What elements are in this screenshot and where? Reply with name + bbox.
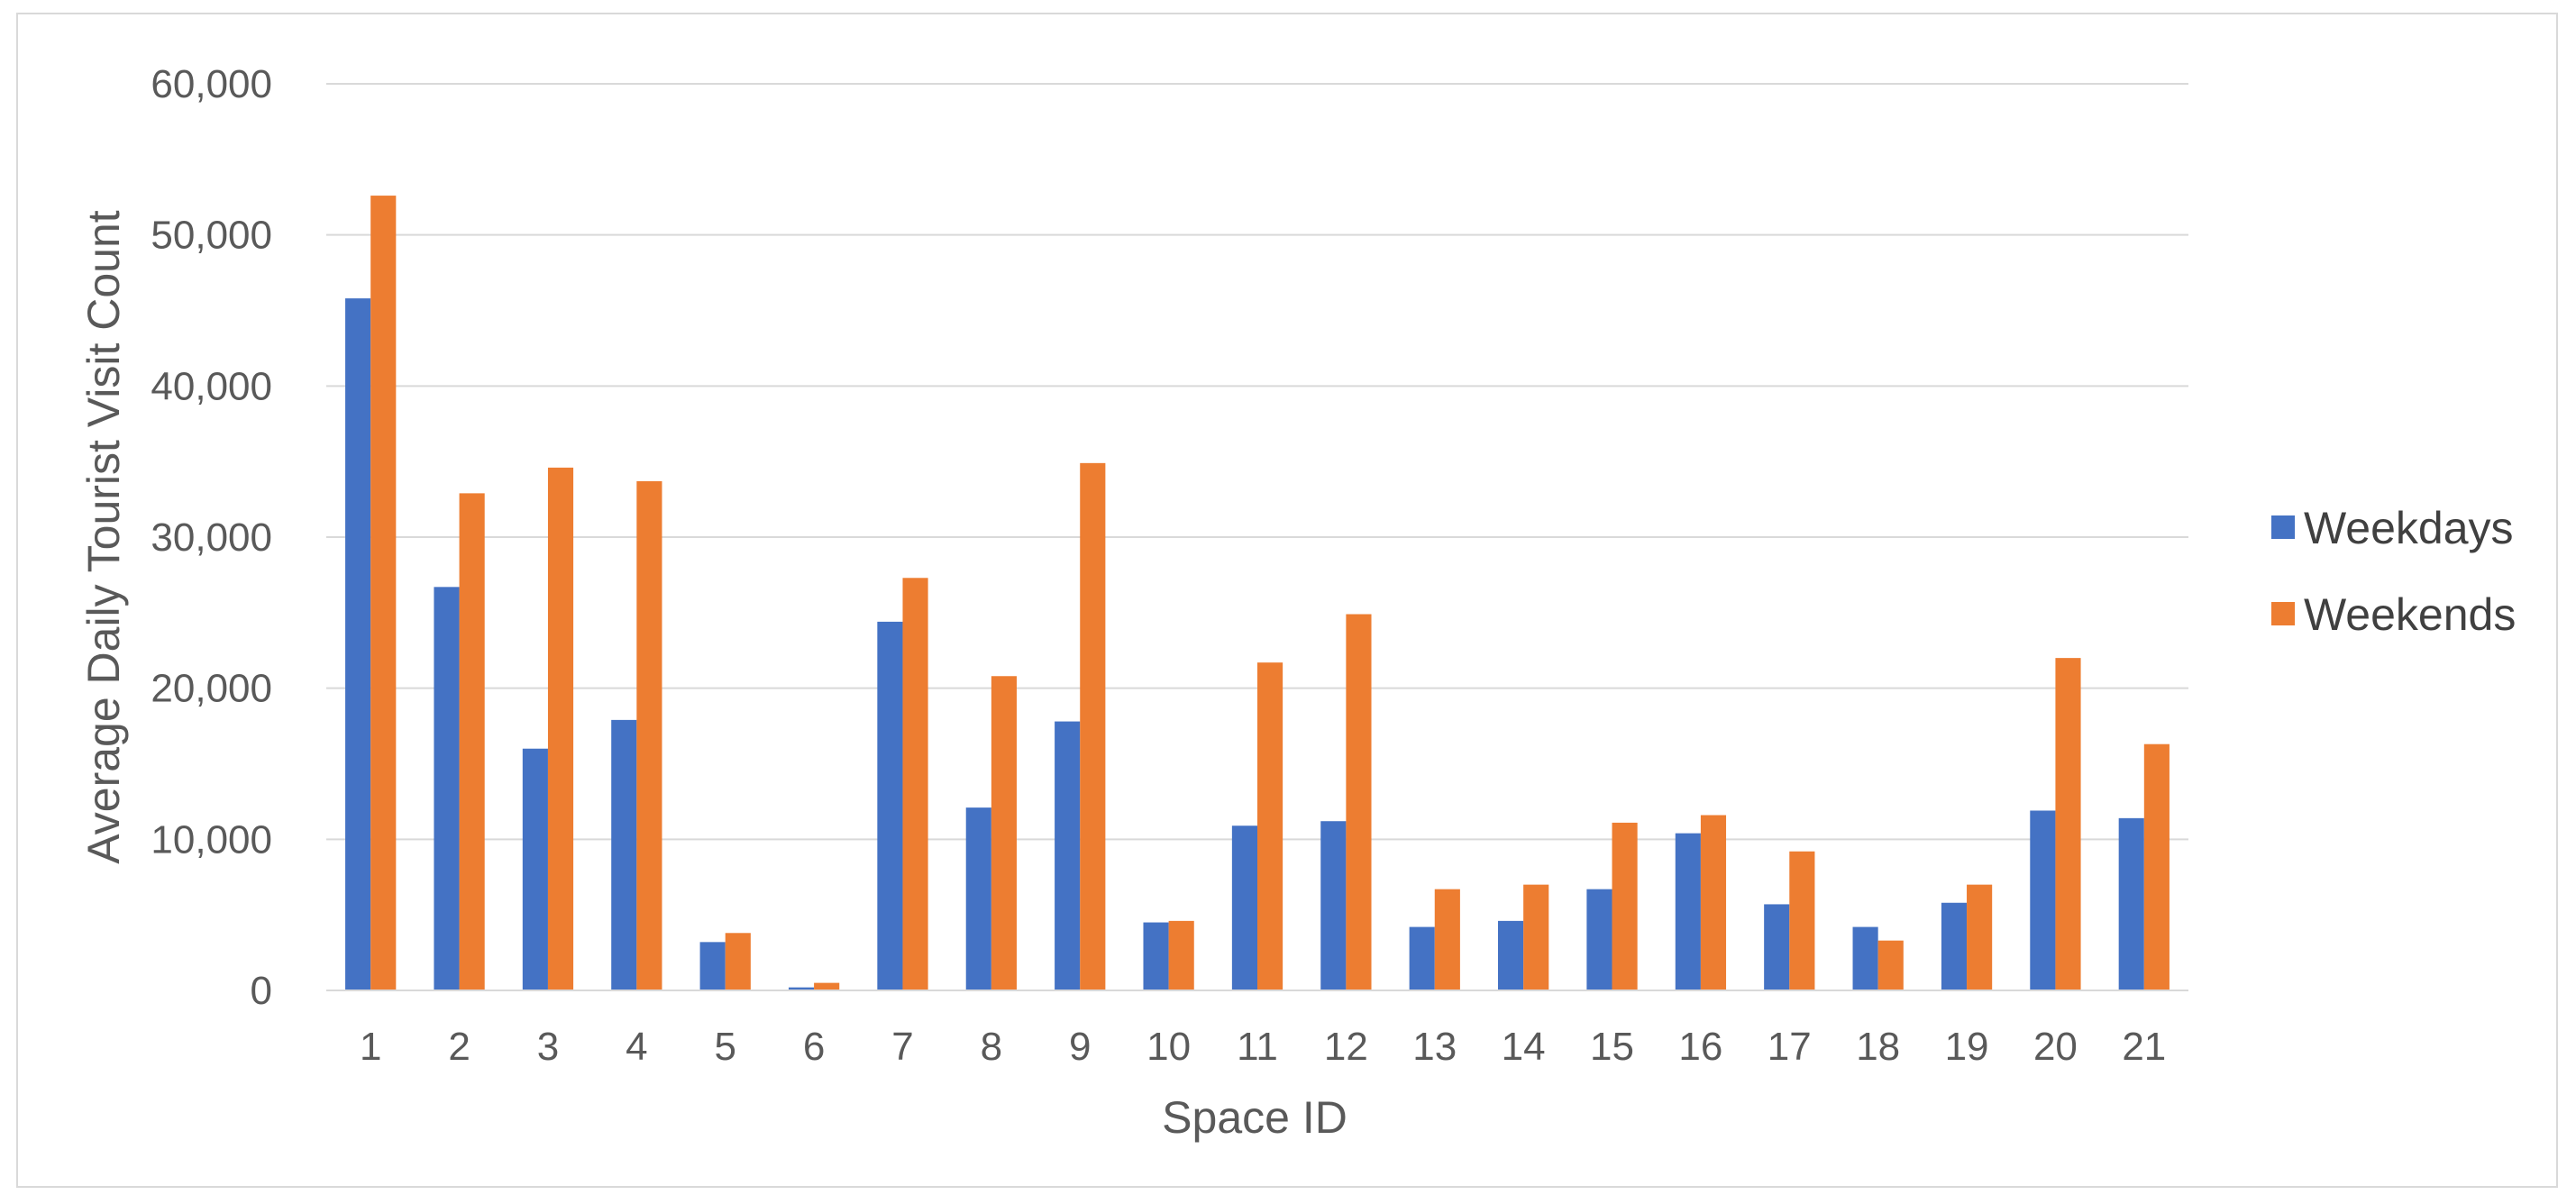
y-axis-title: Average Daily Tourist Visit Count xyxy=(78,210,129,863)
bar-weekends-9 xyxy=(1080,462,1106,990)
bar-weekends-15 xyxy=(1612,822,1638,990)
y-tick-label: 60,000 xyxy=(151,62,272,106)
x-tick-labels: 1 2 3 4 5 6 7 8 9 10 11 12 13 14 15 16 17 18 19 20 21 xyxy=(360,1025,2166,1069)
x-tick-label: 15 xyxy=(1590,1025,1634,1069)
bar-weekends-7 xyxy=(902,578,928,990)
bars xyxy=(345,196,2170,990)
legend: Weekdays Weekends xyxy=(2271,503,2516,640)
bar-weekends-1 xyxy=(370,196,397,990)
y-tick-label: 10,000 xyxy=(151,817,272,862)
bar-weekdays-16 xyxy=(1675,833,1701,990)
bar-weekdays-7 xyxy=(877,621,903,990)
x-tick-label: 17 xyxy=(1768,1025,1812,1069)
legend-swatch-weekends xyxy=(2271,602,2295,625)
x-tick-label: 21 xyxy=(2122,1025,2166,1069)
bar-weekdays-2 xyxy=(434,587,460,990)
y-tick-label: 20,000 xyxy=(151,667,272,711)
bar-weekends-3 xyxy=(547,467,574,990)
x-tick-label: 10 xyxy=(1146,1025,1191,1069)
x-tick-label: 9 xyxy=(1069,1025,1091,1069)
bar-weekdays-12 xyxy=(1320,821,1347,990)
x-tick-label: 5 xyxy=(714,1025,735,1069)
x-axis-title: Space ID xyxy=(1162,1092,1347,1143)
bar-weekdays-8 xyxy=(965,807,991,990)
legend-label-weekdays: Weekdays xyxy=(2304,503,2514,553)
y-tick-label: 50,000 xyxy=(151,214,272,258)
bar-weekends-10 xyxy=(1168,920,1194,990)
bar-weekdays-18 xyxy=(1852,926,1878,990)
x-tick-label: 7 xyxy=(891,1025,913,1069)
y-tick-label: 40,000 xyxy=(151,364,272,408)
bar-weekends-11 xyxy=(1257,662,1283,990)
bar-weekdays-13 xyxy=(1409,926,1435,990)
bar-weekdays-4 xyxy=(611,719,637,990)
y-tick-label: 0 xyxy=(251,969,272,1013)
bar-weekdays-1 xyxy=(345,298,371,990)
bar-weekends-20 xyxy=(2055,658,2081,990)
bar-weekdays-20 xyxy=(2030,810,2056,990)
y-tick-labels: 0 10,000 20,000 30,000 40,000 50,000 60,000 xyxy=(151,62,272,1013)
x-tick-label: 6 xyxy=(803,1025,825,1069)
bar-weekends-2 xyxy=(459,493,485,990)
bar-weekends-5 xyxy=(725,933,751,990)
bar-weekdays-6 xyxy=(788,987,815,990)
bar-weekdays-11 xyxy=(1231,825,1257,990)
bar-weekends-19 xyxy=(1967,884,1993,990)
bar-weekdays-9 xyxy=(1055,721,1081,990)
bar-weekends-4 xyxy=(636,480,662,990)
bar-weekends-14 xyxy=(1523,884,1549,990)
x-tick-label: 13 xyxy=(1412,1025,1457,1069)
bar-weekdays-17 xyxy=(1764,904,1790,990)
bar-weekends-17 xyxy=(1789,851,1815,990)
bar-weekdays-19 xyxy=(1941,902,1968,990)
x-tick-label: 20 xyxy=(2033,1025,2078,1069)
x-tick-label: 3 xyxy=(537,1025,559,1069)
legend-swatch-weekdays xyxy=(2271,515,2295,539)
x-tick-label: 12 xyxy=(1324,1025,1368,1069)
bar-weekends-16 xyxy=(1700,815,1727,990)
bar-weekdays-3 xyxy=(522,748,548,990)
bar-weekdays-21 xyxy=(2118,817,2144,990)
x-tick-label: 2 xyxy=(448,1025,470,1069)
x-tick-label: 19 xyxy=(1945,1025,1989,1069)
y-tick-label: 30,000 xyxy=(151,515,272,560)
bar-weekends-8 xyxy=(991,676,1017,990)
x-tick-label: 14 xyxy=(1502,1025,1546,1069)
x-tick-label: 1 xyxy=(360,1025,381,1069)
x-tick-label: 18 xyxy=(1856,1025,1900,1069)
bar-weekends-12 xyxy=(1346,614,1372,990)
bar-weekdays-10 xyxy=(1143,922,1169,990)
x-tick-label: 8 xyxy=(981,1025,1002,1069)
bar-weekends-13 xyxy=(1434,889,1460,990)
x-tick-label: 16 xyxy=(1678,1025,1722,1069)
bar-weekends-6 xyxy=(814,982,840,990)
bar-weekends-21 xyxy=(2143,743,2170,990)
bar-weekdays-5 xyxy=(699,942,726,990)
legend-label-weekends: Weekends xyxy=(2304,589,2516,640)
bar-weekdays-15 xyxy=(1586,889,1612,990)
bar-weekends-18 xyxy=(1877,940,1904,990)
bar-weekdays-14 xyxy=(1498,920,1524,990)
x-tick-label: 4 xyxy=(626,1025,647,1069)
x-tick-label: 11 xyxy=(1237,1025,1278,1069)
